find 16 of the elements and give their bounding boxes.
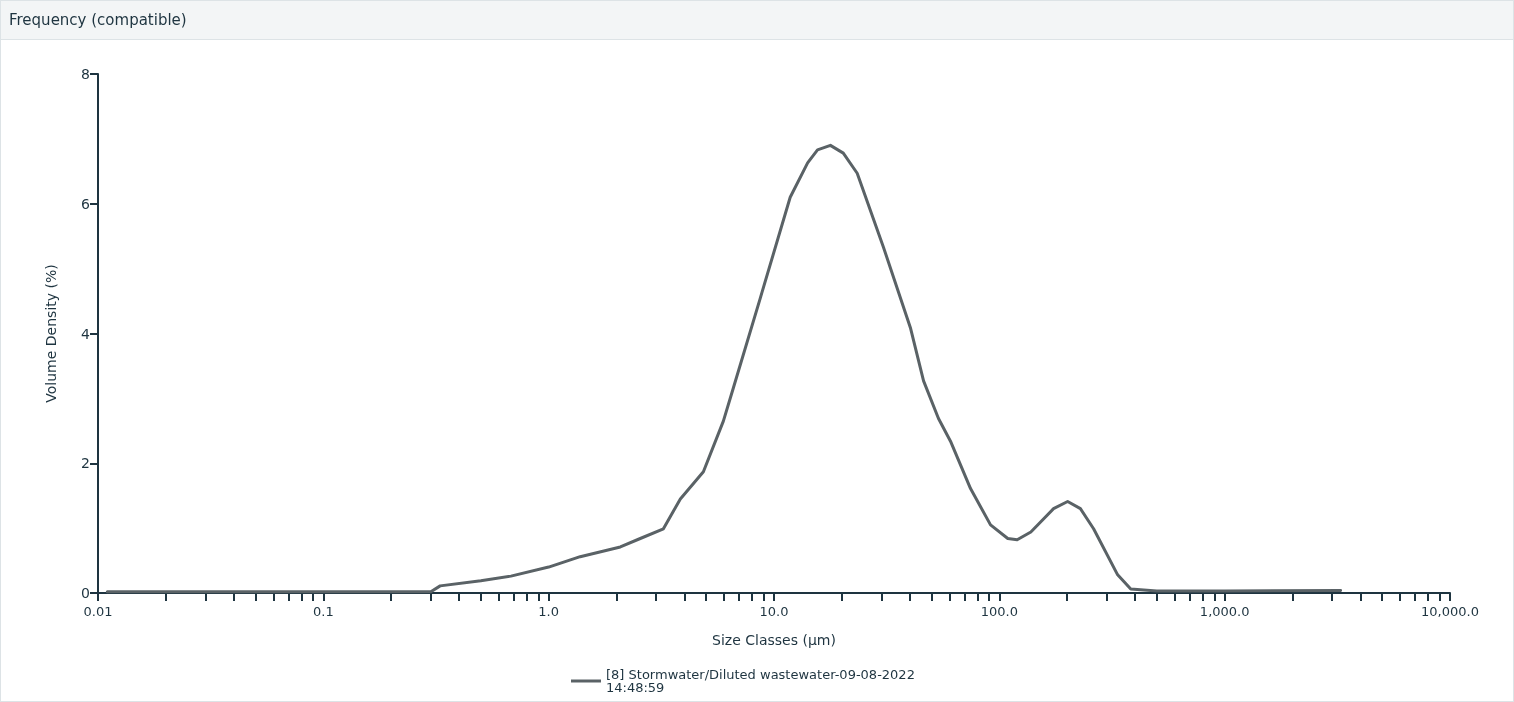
x-tick-label: 1,000.0 <box>1199 604 1250 619</box>
legend-label: [8] Stormwater/Diluted wastewater-09-08-2022 14:48:59 <box>606 667 920 695</box>
x-tick-label: 10,000.0 <box>1421 604 1479 619</box>
y-tick-label: 2 <box>81 455 90 472</box>
x-tick-label: 0.1 <box>312 604 334 619</box>
x-tick-label: 100.0 <box>980 604 1018 619</box>
y-tick-label: 4 <box>81 325 91 342</box>
x-tick-label: 10.0 <box>759 604 789 619</box>
x-axis-title: Size Classes (µm) <box>712 632 836 648</box>
chart-title: Frequency (compatible) <box>1 1 1513 40</box>
y-tick-label: 6 <box>81 195 91 212</box>
y-tick-label: 8 <box>81 66 90 82</box>
y-tick-label: 0 <box>81 585 90 601</box>
x-tick-label: 0.01 <box>83 604 113 619</box>
x-tick-label: 1.0 <box>538 604 560 619</box>
y-axis-title: Volume Density (%) <box>43 264 59 403</box>
